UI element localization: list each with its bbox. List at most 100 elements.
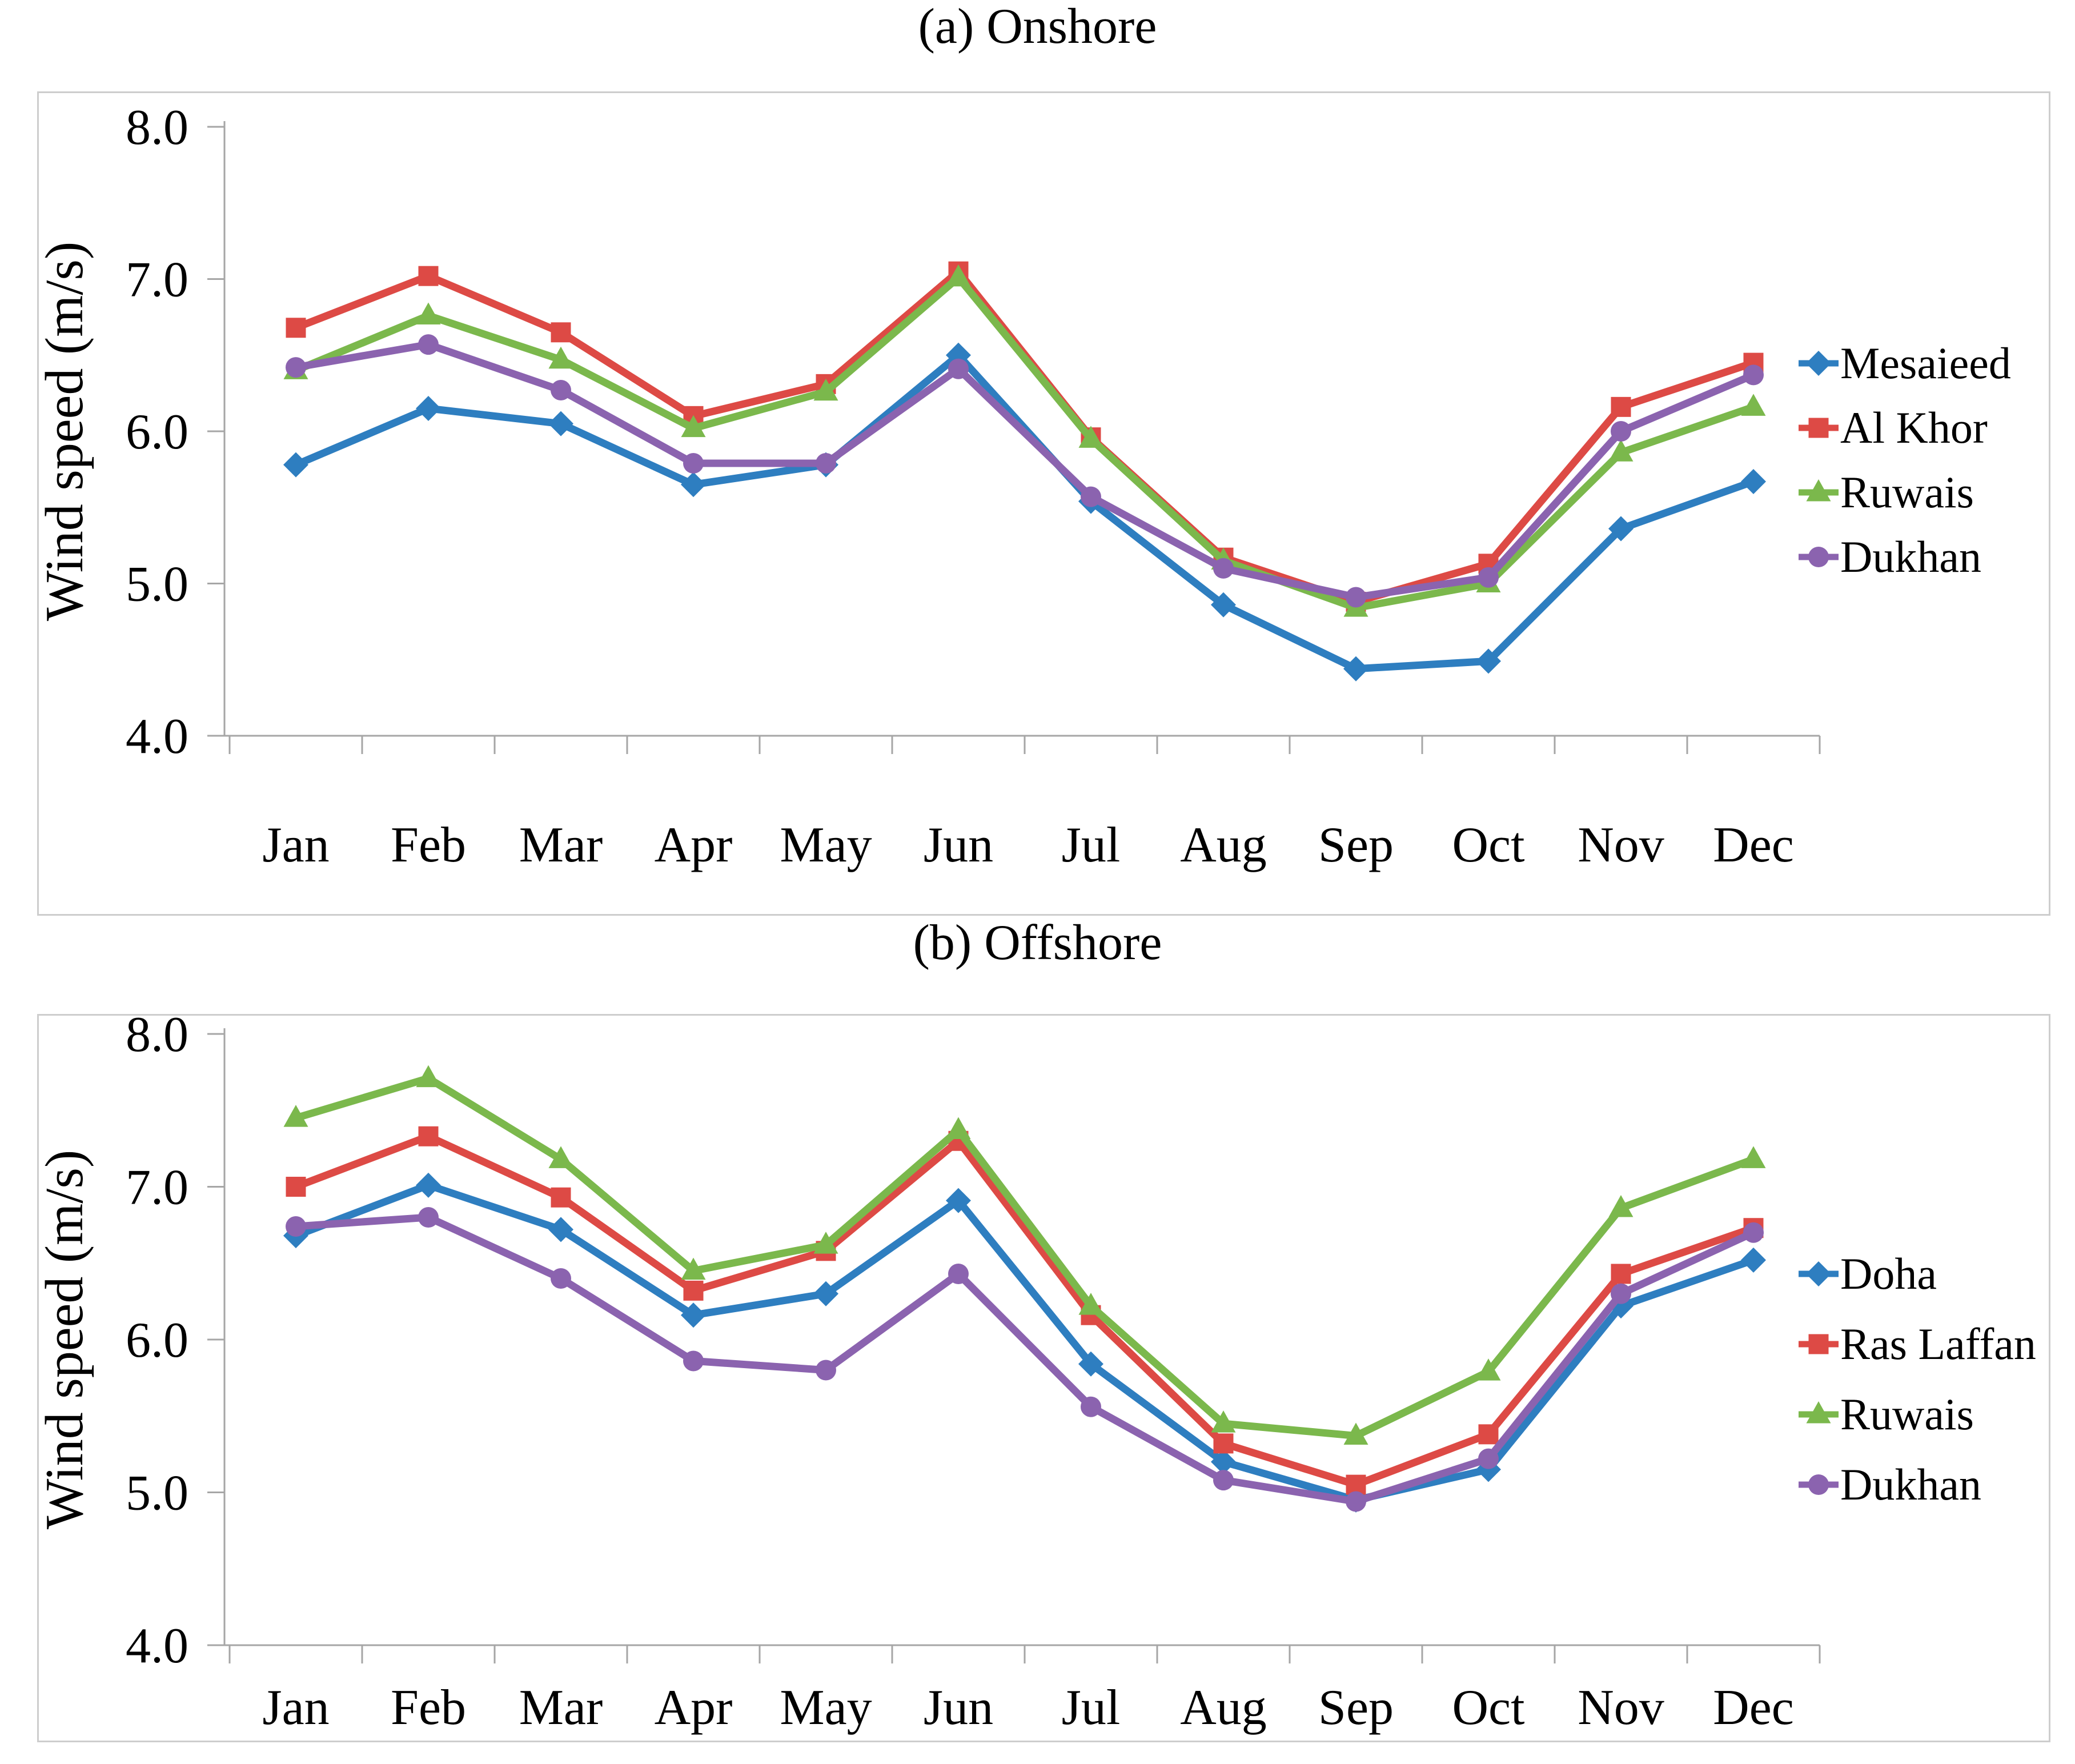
data-point-marker bbox=[1608, 1194, 1633, 1217]
month-label: Jan bbox=[262, 817, 329, 873]
data-point-marker bbox=[681, 415, 706, 438]
month-label: Feb bbox=[391, 1680, 466, 1735]
data-point-marker bbox=[551, 322, 571, 343]
legend-marker-glyph bbox=[1799, 479, 1839, 501]
data-point-marker bbox=[681, 1257, 706, 1280]
legend-item-mesaieed: Mesaieed bbox=[1797, 331, 2011, 395]
month-label: Apr bbox=[655, 1680, 733, 1735]
data-point-marker bbox=[1078, 1351, 1103, 1377]
data-point-marker bbox=[816, 1360, 836, 1381]
data-point-marker bbox=[286, 318, 306, 338]
y-tick-label: 4.0 bbox=[126, 1618, 188, 1674]
doha-diamond-marker-icon bbox=[1797, 1260, 1840, 1288]
data-point-marker bbox=[551, 380, 571, 401]
data-point-marker bbox=[1608, 1293, 1633, 1319]
data-point-marker bbox=[1478, 567, 1499, 588]
month-label: Dec bbox=[1713, 817, 1794, 873]
legend-item-al-khor: Al Khor bbox=[1797, 395, 2011, 460]
month-label: Dec bbox=[1713, 1680, 1794, 1735]
legend-marker-glyph bbox=[1799, 418, 1839, 438]
month-label: Oct bbox=[1452, 817, 1524, 873]
month-label: Jul bbox=[1062, 817, 1121, 873]
data-point-marker bbox=[683, 452, 704, 474]
month-label: Nov bbox=[1578, 1680, 1664, 1735]
data-point-marker bbox=[1081, 1396, 1101, 1417]
data-point-marker bbox=[418, 1207, 439, 1228]
data-point-marker bbox=[416, 302, 441, 324]
dukhan-offshore-circle-marker-icon bbox=[1797, 1470, 1840, 1499]
data-point-marker bbox=[1346, 1491, 1366, 1512]
data-point-marker bbox=[416, 1065, 441, 1088]
data-point-marker bbox=[1081, 486, 1101, 507]
data-point-marker bbox=[418, 266, 439, 286]
data-point-marker bbox=[948, 1263, 969, 1284]
data-point-marker bbox=[1213, 1433, 1234, 1454]
data-point-marker bbox=[1078, 1293, 1103, 1315]
data-point-marker bbox=[1343, 1422, 1368, 1445]
data-point-marker bbox=[1741, 1247, 1766, 1273]
legend-item-ras-laffan: Ras Laffan bbox=[1797, 1309, 2036, 1379]
ruwais-onshore-legend-label: Ruwais bbox=[1840, 467, 1974, 517]
month-label: Jan bbox=[262, 1680, 329, 1735]
dukhan-offshore-legend-label: Dukhan bbox=[1840, 1459, 1981, 1509]
legend-marker-glyph bbox=[1799, 546, 1839, 567]
month-label: Oct bbox=[1452, 1680, 1524, 1735]
ruwais-offshore-triangle-marker-icon bbox=[1797, 1400, 1840, 1429]
data-point-marker bbox=[548, 1146, 573, 1168]
legend-marker-glyph bbox=[1799, 1261, 1839, 1286]
data-point-marker bbox=[1743, 364, 1764, 386]
onshore-chart-frame: 8.0 7.0 6.0 5.0 4.0 Jan Feb Mar Apr May Jun Jul Aug S… bbox=[37, 91, 2050, 916]
data-point-marker bbox=[1211, 1449, 1236, 1474]
data-point-marker bbox=[1611, 1264, 1631, 1284]
data-point-marker bbox=[683, 1280, 704, 1301]
data-point-marker bbox=[286, 1177, 306, 1197]
onshore-legend: Mesaieed Al Khor Ruwais Dukhan bbox=[1797, 331, 2011, 589]
data-point-marker bbox=[1346, 587, 1366, 608]
month-label: Jun bbox=[924, 817, 993, 873]
series-line bbox=[292, 274, 1757, 612]
data-point-marker bbox=[286, 357, 306, 378]
data-point-marker bbox=[1211, 592, 1236, 618]
month-label: May bbox=[780, 1680, 872, 1735]
data-point-marker bbox=[946, 1188, 971, 1213]
data-point-marker bbox=[1211, 1410, 1236, 1433]
month-label: Aug bbox=[1180, 817, 1267, 873]
data-point-marker bbox=[1078, 426, 1103, 448]
legend-marker-glyph bbox=[1799, 1401, 1839, 1423]
data-point-marker bbox=[1611, 421, 1631, 442]
data-point-marker bbox=[816, 452, 836, 474]
legend-marker-glyph bbox=[1799, 1474, 1839, 1495]
data-point-marker bbox=[551, 1268, 571, 1289]
y-tick-label: 7.0 bbox=[126, 1160, 188, 1215]
legend-marker-shape bbox=[1806, 1401, 1831, 1423]
data-point-marker bbox=[813, 378, 838, 401]
month-label: Feb bbox=[391, 817, 466, 873]
month-label: May bbox=[780, 817, 872, 873]
month-label: Jul bbox=[1062, 1680, 1121, 1735]
data-point-marker bbox=[948, 358, 969, 379]
legend-marker-shape bbox=[1808, 1334, 1829, 1354]
data-point-marker bbox=[286, 1216, 306, 1237]
y-tick-label: 4.0 bbox=[126, 709, 188, 764]
data-point-marker bbox=[1611, 1283, 1631, 1304]
legend-marker-glyph bbox=[1799, 1334, 1839, 1354]
data-point-marker bbox=[1478, 1448, 1499, 1469]
data-point-marker bbox=[283, 1105, 308, 1127]
data-point-marker bbox=[418, 1126, 439, 1146]
series-line bbox=[292, 1132, 1757, 1489]
legend-item-ruwais-offshore: Ruwais bbox=[1797, 1379, 2036, 1449]
data-point-marker bbox=[1608, 439, 1633, 462]
y-tick-label: 7.0 bbox=[126, 252, 188, 307]
y-axis-title: Wind speed (m/s) bbox=[39, 1150, 94, 1530]
data-point-marker bbox=[1213, 1470, 1234, 1491]
data-point-marker bbox=[1741, 1146, 1766, 1168]
month-label: Jun bbox=[924, 1680, 993, 1735]
legend-item-dukhan-offshore: Dukhan bbox=[1797, 1449, 2036, 1520]
data-point-marker bbox=[1611, 396, 1631, 417]
legend-marker-shape bbox=[1808, 546, 1829, 567]
dukhan-circle-marker-icon bbox=[1797, 543, 1840, 571]
data-point-marker bbox=[946, 264, 971, 287]
y-tick-label: 8.0 bbox=[126, 1016, 188, 1063]
y-axis-title: Wind speed (m/s) bbox=[39, 242, 94, 622]
data-point-marker bbox=[813, 1232, 838, 1254]
